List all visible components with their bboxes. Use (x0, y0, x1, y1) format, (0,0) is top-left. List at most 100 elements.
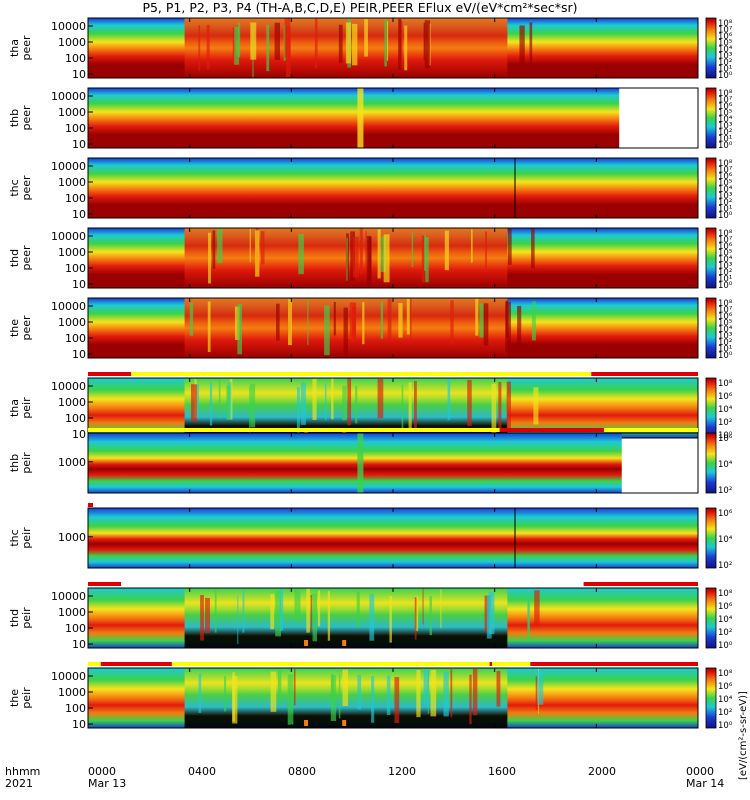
colorbar-tick-label: 10⁸ (718, 299, 733, 309)
spectrogram-streak (190, 384, 197, 422)
spectrogram-streak (346, 237, 348, 281)
colorbar-tick-label: 10⁷ (718, 166, 733, 176)
y-tick-label: 1000 (58, 176, 86, 189)
colorbar-tick-label: 10⁶ (718, 602, 733, 612)
footer-hhmm: hhmm (5, 765, 41, 778)
spectrogram-streak (491, 383, 497, 434)
spectrogram-streak (214, 588, 217, 633)
spectrogram-spot (304, 640, 309, 646)
footer-tick-0000: 0000 (88, 765, 116, 778)
spectrogram-streak (506, 381, 511, 428)
colorbar-tick-label: 10² (718, 268, 732, 278)
flag-segment (171, 662, 490, 666)
y-tick-label: 1000 (58, 246, 86, 259)
colorbar-tick-label: 10⁰ (718, 71, 733, 81)
y-tick-label: 1000 (58, 606, 86, 619)
spectrogram-streak (386, 675, 391, 715)
colorbar-tick-label: 10³ (718, 52, 732, 62)
y-tick-label: 100 (65, 192, 86, 205)
spectrogram-streak (472, 668, 478, 716)
spectrogram-streak (517, 305, 522, 352)
figure-title: P5, P1, P2, P3, P4 (TH-A,B,C,D,E) PEIR,P… (142, 0, 578, 15)
panel-species-label: peir (20, 687, 33, 709)
spectrogram-streak (277, 668, 282, 704)
spectrogram-streak (380, 301, 384, 339)
spectrogram-streak (365, 230, 367, 273)
spectrogram-streak (357, 88, 364, 148)
spectrogram-streak (279, 588, 284, 631)
flag-segment (100, 662, 172, 666)
colorbar-tick-label: 10⁰ (718, 641, 733, 651)
spectrogram-streak (237, 303, 242, 355)
colorbar-tick-label: 10⁶ (718, 172, 733, 182)
colorbar (705, 227, 717, 289)
colorbar-tick-label: 10³ (718, 192, 732, 202)
y-tick-label: 10000 (51, 670, 86, 683)
y-tick-label: 10 (72, 278, 86, 291)
colorbar-tick-label: 10⁴ (718, 185, 733, 195)
spectrogram-streak (274, 22, 281, 60)
footer-tick-0800: 0800 (288, 765, 316, 778)
colorbar-tick-label: 10¹ (718, 205, 732, 215)
colorbar-tick-label: 10⁶ (718, 509, 733, 519)
y-tick-label: 10 (72, 718, 86, 731)
flag-segment (591, 372, 698, 376)
spectrogram-streak (250, 383, 256, 428)
spectrogram-streak (234, 306, 240, 341)
spectrogram-streak (217, 228, 223, 264)
panel-probe-label: the (8, 689, 21, 707)
y-tick-label: 10 (72, 208, 86, 221)
spectrogram-streak (314, 18, 318, 69)
spectrogram-streak (343, 307, 348, 357)
colorbar-tick-label: 10⁶ (718, 434, 733, 444)
panel-probe-label: thb (8, 454, 21, 472)
spectrogram-streak (306, 588, 310, 633)
spectrogram-base (88, 433, 622, 493)
spectrogram-streak (288, 299, 292, 346)
spectrogram-streak (209, 382, 213, 426)
spectrogram-streak (347, 378, 352, 426)
spectrogram-streak (350, 231, 355, 282)
y-tick-label: 10000 (51, 160, 86, 173)
spectrogram-spot (304, 720, 309, 726)
colorbar-tick-label: 10⁵ (718, 109, 732, 119)
spectrogram-streak (307, 298, 309, 345)
y-tick-label: 1000 (58, 36, 86, 49)
colorbar-tick-label: 10³ (718, 122, 732, 132)
colorbar-tick-label: 10⁷ (718, 96, 733, 106)
spectrogram-streak (377, 229, 381, 279)
y-tick-label: 100 (65, 622, 86, 635)
colorbar-tick-label: 10⁸ (718, 89, 733, 99)
spectrogram-streak (380, 236, 386, 273)
colorbar-tick-label: 10⁴ (718, 325, 733, 335)
spectrogram-streak (327, 591, 331, 641)
spectrogram-streak (349, 302, 356, 337)
spectrogram-spot (342, 640, 347, 646)
colorbar-tick-label: 10⁰ (718, 351, 733, 361)
spectrogram-streak (206, 24, 210, 70)
spectrogram-streak (218, 379, 221, 419)
spectrogram-streak (424, 234, 426, 271)
spectrogram-streak (387, 299, 392, 340)
panel-probe-label: thb (8, 109, 21, 127)
spectrogram-streak (362, 302, 365, 345)
y-tick-label: 10 (72, 428, 86, 441)
y-tick-label: 1000 (58, 316, 86, 329)
spectrogram-streak (404, 25, 408, 71)
spectrogram-streak (266, 24, 270, 72)
spectrogram-streak (531, 228, 535, 269)
spectrogram-streak (250, 22, 257, 60)
colorbar-tick-label: 10³ (718, 262, 732, 272)
colorbar (705, 87, 717, 149)
y-tick-label: 10 (72, 638, 86, 651)
colorbar-tick-label: 10⁷ (718, 306, 733, 316)
spectrogram-streak (425, 237, 429, 283)
footer-tick-2000: 2000 (588, 765, 616, 778)
spectrogram-streak (237, 595, 239, 645)
spectrogram-streak (531, 301, 536, 341)
spectrogram-streak (312, 593, 318, 642)
colorbar-tick-label: 10⁵ (718, 179, 732, 189)
spectrogram-streak (284, 18, 291, 58)
colorbar-tick-label: 10⁴ (718, 615, 733, 625)
spectrogram-streak (338, 673, 341, 719)
